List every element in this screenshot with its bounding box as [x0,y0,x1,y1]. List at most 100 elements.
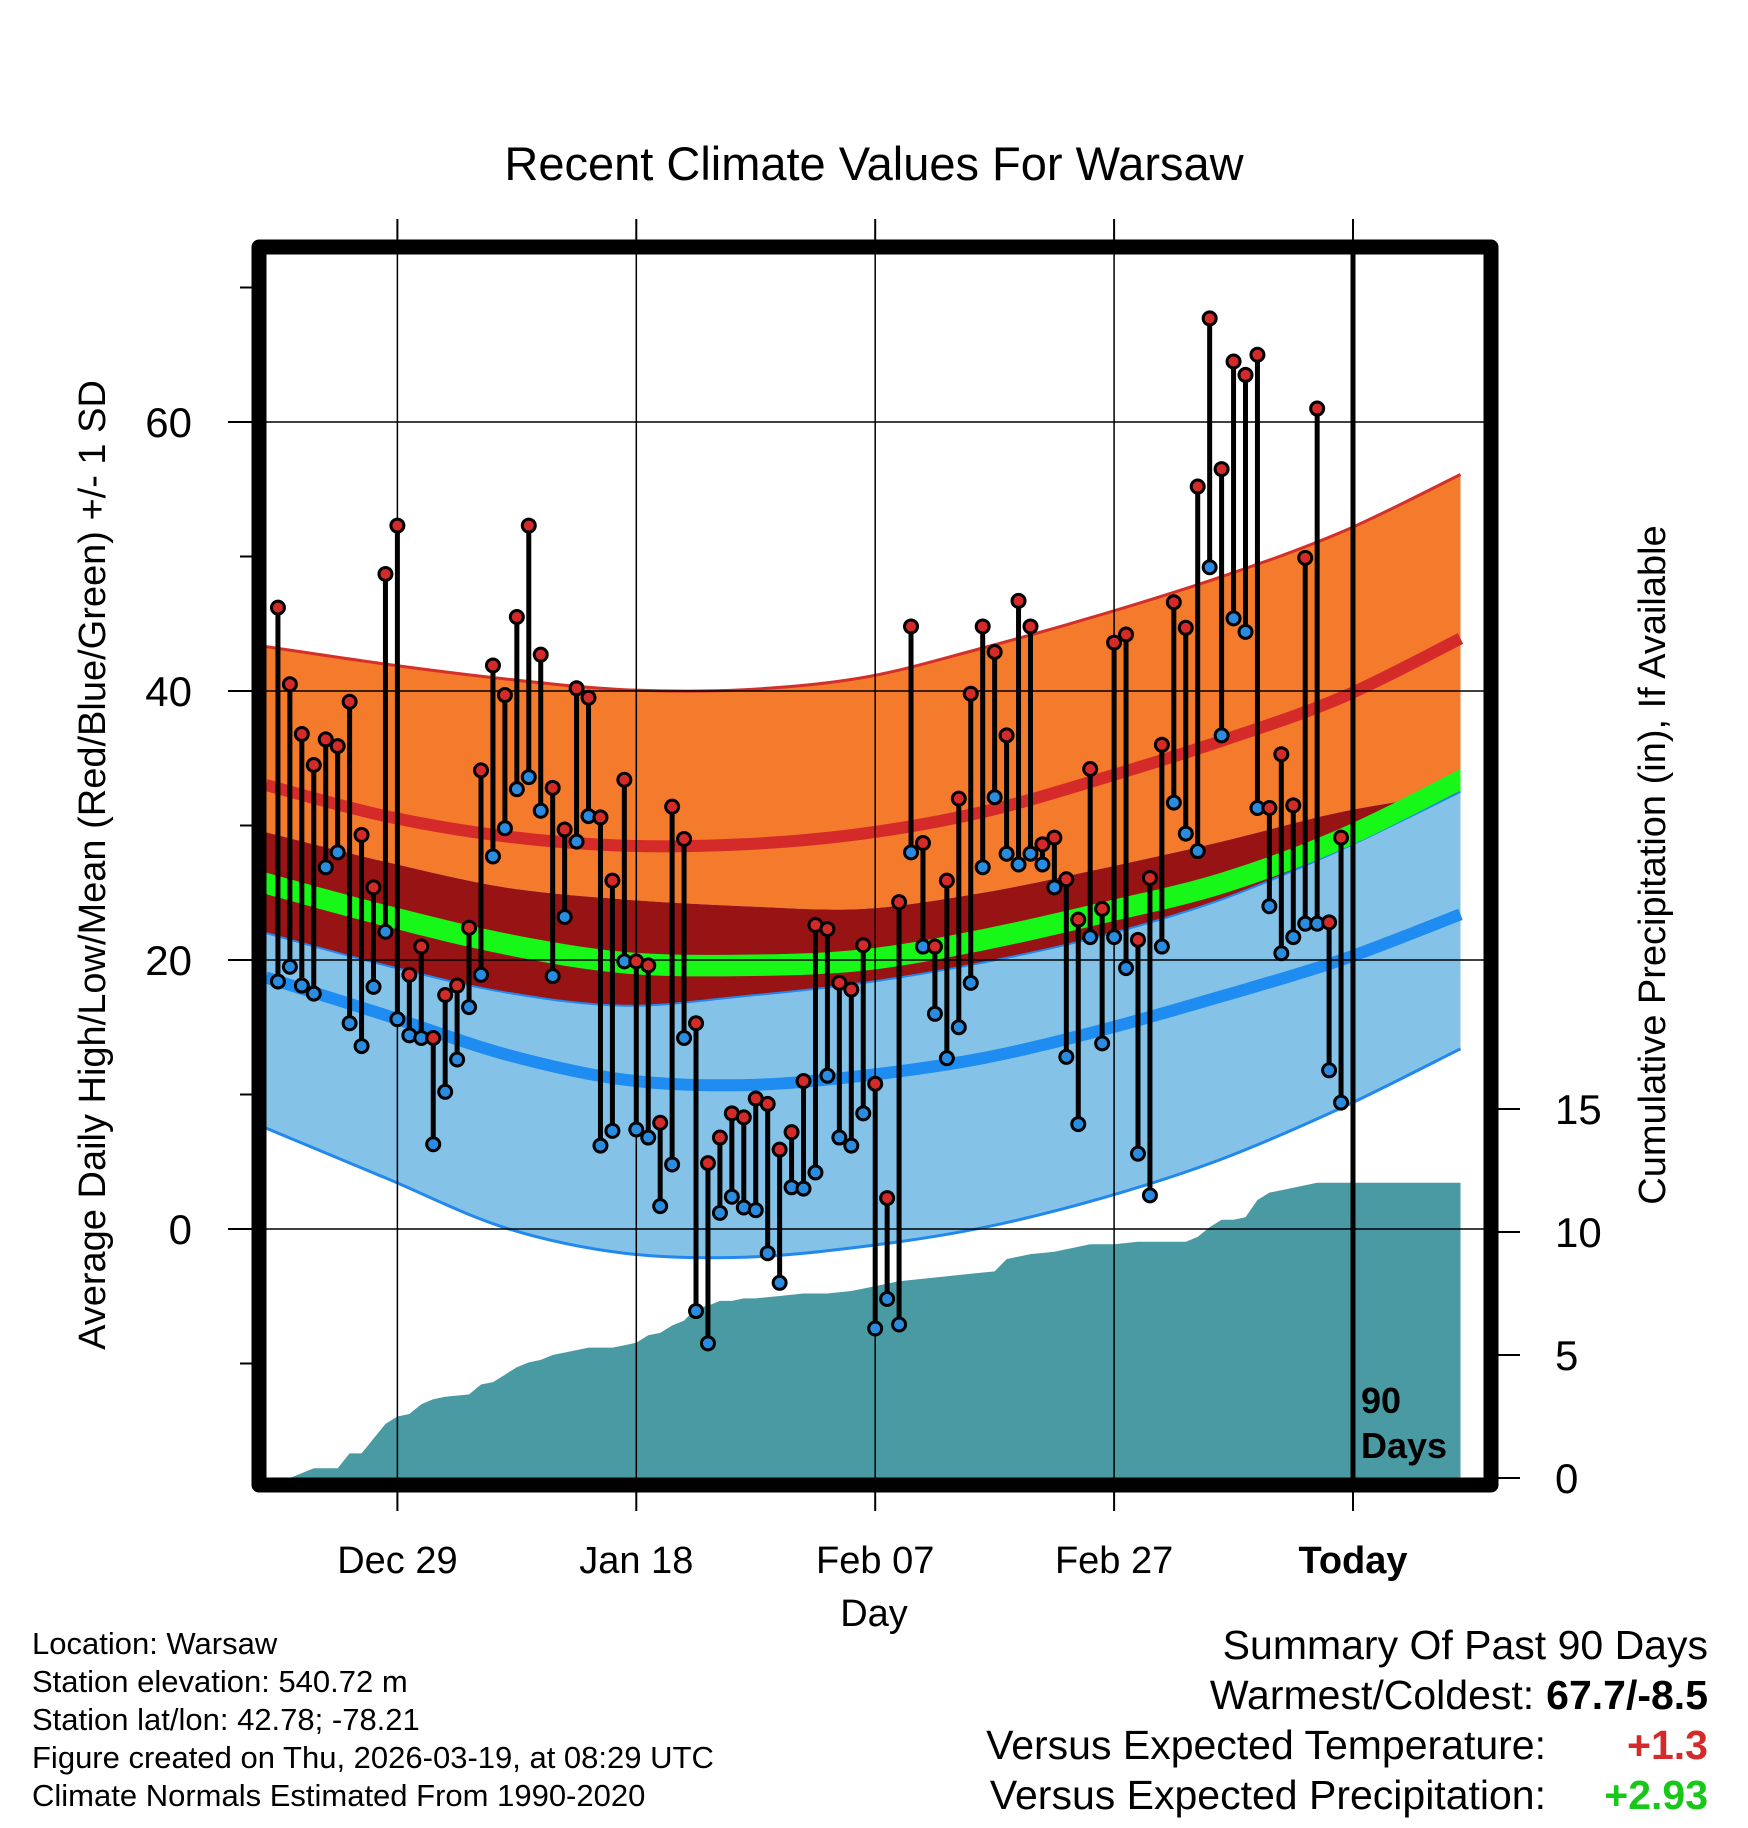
daily-low-dot [699,1335,716,1352]
x-tick-label: Feb 07 [816,1540,934,1582]
daily-low-dot [1237,623,1254,640]
daily-low-dot [867,1320,884,1337]
daily-high-dot [1118,626,1135,643]
daily-low-dot [1141,1187,1158,1204]
daily-high-dot [783,1124,800,1141]
daily-low-dot [496,820,513,837]
daily-high-dot [1058,871,1075,888]
daily-low-dot [747,1202,764,1219]
daily-low-dot [1201,559,1218,576]
daily-high-dot [711,1129,728,1146]
x-tick-label: Dec 29 [337,1540,457,1582]
daily-high-dot [484,657,501,674]
daily-high-dot [508,609,525,626]
daily-high-dot [377,565,394,582]
daily-low-dot [1285,929,1302,946]
daily-high-dot [1261,800,1278,817]
high-mean-line [266,633,1464,853]
daily-low-dot [1082,929,1099,946]
latlon-text: Station lat/lon: 42.78; -78.21 [32,1702,420,1737]
daily-high-dot [771,1141,788,1158]
daily-high-dot [652,1114,669,1131]
x-tick-label: Feb 27 [1055,1540,1173,1582]
daily-low-dot [1070,1116,1087,1133]
daily-high-dot [1189,478,1206,495]
daily-low-dot [269,973,286,990]
daily-low-dot [449,1051,466,1068]
daily-high-dot [568,680,585,697]
daily-high-dot [616,771,633,788]
daily-low-dot [473,966,490,983]
daily-high-dot [879,1190,896,1207]
daily-high-dot [974,618,991,635]
daily-high-dot [998,727,1015,744]
daily-low-dot [723,1188,740,1205]
daily-low-dot [950,1019,967,1036]
daily-low-dot [1058,1048,1075,1065]
daily-high-dot [1082,761,1099,778]
daily-low-dot [855,1105,872,1122]
daily-low-dot [986,789,1003,806]
y2-tick-label: 10 [1555,1209,1602,1256]
daily-high-dot [1034,836,1051,853]
daily-high-dot [640,957,657,974]
station-info: Location: Warsaw Station elevation: 540.… [32,1625,714,1815]
y-tick-label: 40 [145,668,192,715]
location-text: Location: Warsaw [32,1626,278,1661]
daily-low-dot [329,844,346,861]
daily-high-dot [1046,829,1063,846]
daily-low-dot [962,974,979,991]
temp-value: +1.3 [1627,1722,1708,1768]
warmest-value: 67.7/-8.5 [1546,1672,1708,1718]
today-label-days-count: 90 [1361,1380,1401,1421]
daily-low-dot [341,1015,358,1032]
daily-high-dot [1285,797,1302,814]
daily-high-dot [891,894,908,911]
daily-high-dot [437,986,454,1003]
daily-high-dot [269,599,286,616]
y-tick-label: 20 [145,937,192,984]
daily-high-dot [914,834,931,851]
daily-high-dot [449,977,466,994]
daily-low-dot [664,1156,681,1173]
daily-low-dot [1261,898,1278,915]
daily-low-dot [592,1137,609,1154]
daily-low-dot [807,1164,824,1181]
daily-low-dot [1022,845,1039,862]
daily-low-dot [508,781,525,798]
mean-band [266,769,1461,977]
daily-high-dot [1141,869,1158,886]
daily-low-dot [998,845,1015,862]
daily-low-dot [520,769,537,786]
daily-low-dot [628,1121,645,1138]
daily-low-dot [1094,1035,1111,1052]
daily-high-dot [592,809,609,826]
summary-precip-row: Versus Expected Precipitation: +2.93 [986,1770,1708,1820]
daily-low-dot [377,923,394,940]
daily-low-dot [568,833,585,850]
daily-high-dot [699,1155,716,1172]
daily-low-dot [461,999,478,1016]
daily-low-dot [640,1129,657,1146]
daily-low-dot [556,908,573,925]
x-tick-label: Jan 18 [579,1540,693,1582]
daily-low-dot [1189,843,1206,860]
daily-low-dot [1106,929,1123,946]
chart-title: Recent Climate Values For Warsaw [504,137,1244,190]
daily-high-dot [461,919,478,936]
daily-high-dot [1273,746,1290,763]
daily-high-dot [676,830,693,847]
daily-high-dot [365,879,382,896]
daily-low-dot [759,1245,776,1262]
daily-low-dot [688,1303,705,1320]
high-sd-upper-edge [266,473,1462,693]
daily-high-dot [329,738,346,755]
daily-high-dot [831,974,848,991]
daily-low-dot [1129,1145,1146,1162]
summary-temp-row: Versus Expected Temperature: +1.3 [986,1720,1708,1770]
created-text: Figure created on Thu, 2026-03-19, at 08… [32,1740,714,1775]
daily-low-dot [389,1011,406,1028]
elevation-text: Station elevation: 540.72 m [32,1664,408,1699]
daily-high-dot [520,517,537,534]
